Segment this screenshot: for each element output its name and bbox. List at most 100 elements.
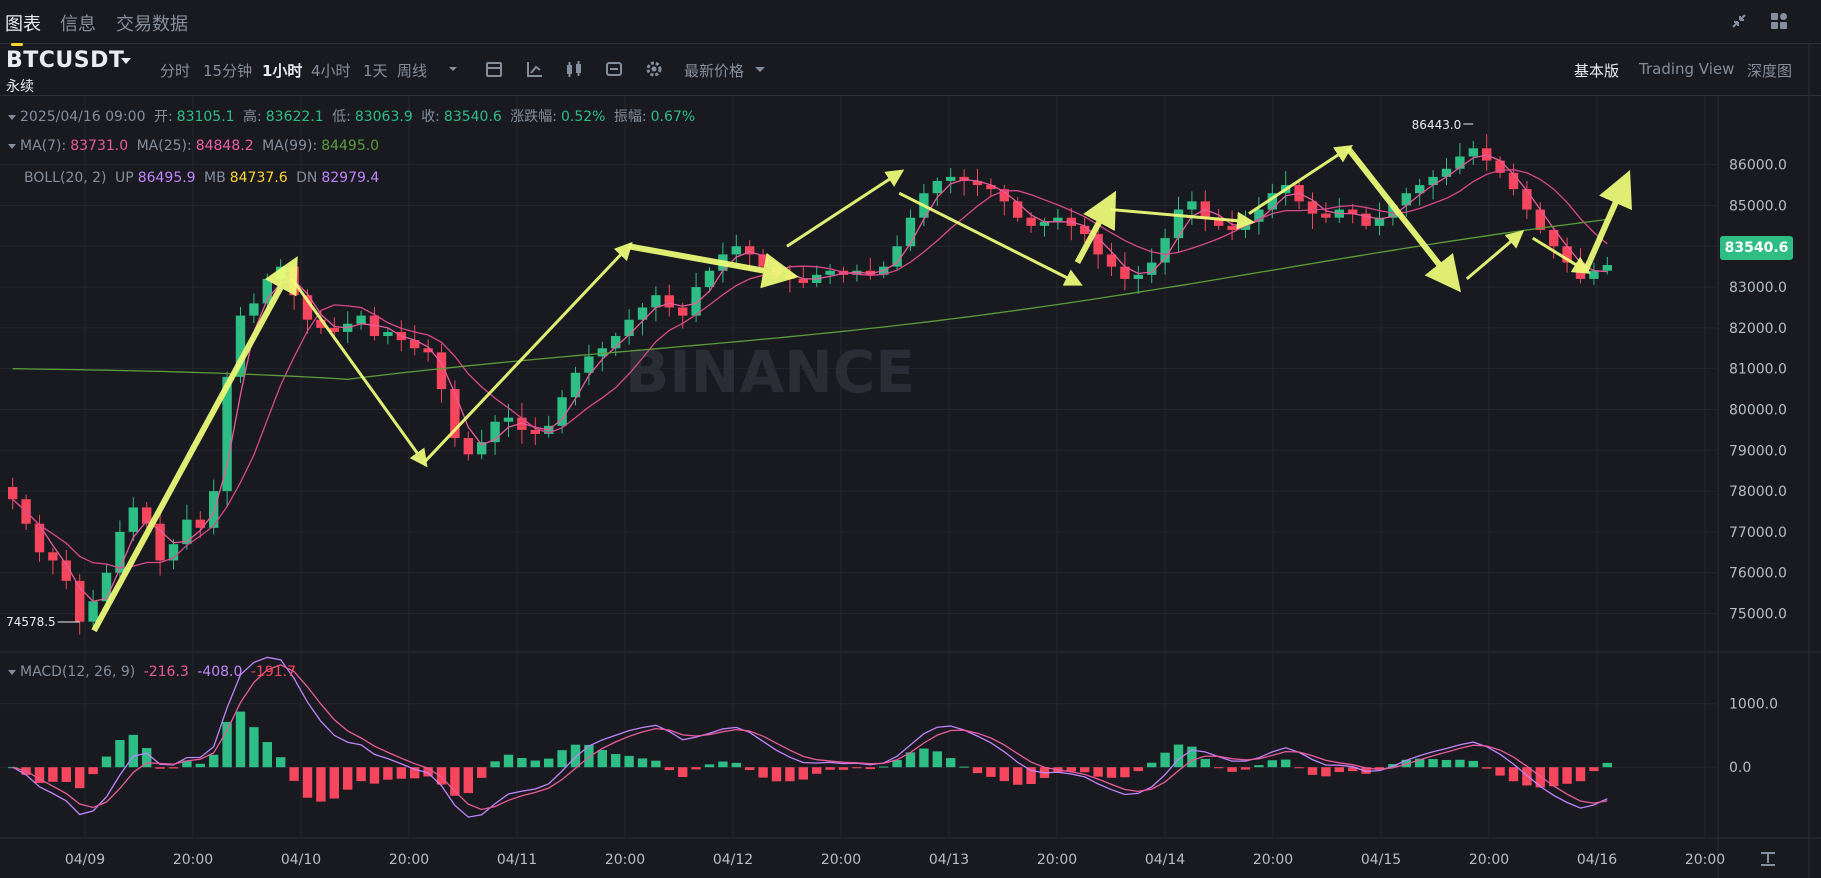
candle-up [946, 176, 956, 181]
macd-bar-up [209, 754, 219, 768]
annotation-arrow [1248, 145, 1354, 215]
timeframe-4h[interactable]: 4小时 [311, 62, 351, 80]
macd-bar-down [1227, 767, 1237, 772]
candle-down [999, 189, 1009, 202]
macd-bar-down [1013, 767, 1023, 785]
macd-bar-up [704, 764, 715, 768]
time-tick-label: 04/12 [713, 852, 753, 868]
price-tick-label: 80000.0 [1729, 402, 1787, 418]
macd-bar-up [1468, 760, 1478, 768]
macd-bar-up [959, 766, 969, 768]
high-label: 高: [243, 109, 262, 125]
candle-up [503, 417, 514, 422]
macd-bar-up [1147, 762, 1157, 768]
price-tick-label: 76000.0 [1729, 566, 1787, 582]
candle-down [410, 340, 420, 349]
macd-bar-up [530, 760, 540, 768]
ma25-line [12, 169, 1608, 569]
macd-bar-up [597, 749, 607, 768]
macd-bar-down [329, 767, 339, 799]
macd-bar-down [1080, 767, 1090, 773]
view-tradingview[interactable]: Trading View [1639, 60, 1735, 78]
indicators-icon[interactable] [603, 58, 625, 80]
candle-type-icon[interactable] [563, 58, 585, 80]
time-tick-label: 20:00 [1037, 852, 1077, 868]
macd-bar-down [972, 767, 983, 774]
candle-up [691, 287, 701, 316]
macd-bar-down [343, 767, 353, 790]
timeframe-1h[interactable]: 1小时 [262, 62, 303, 80]
macd-collapse-icon[interactable] [8, 669, 16, 675]
macd-bar-down [1120, 767, 1130, 778]
macd-bar-up [946, 758, 956, 768]
macd-bar-down [1522, 767, 1532, 786]
macd-bar-up [570, 744, 581, 768]
annotation-arrow [786, 169, 905, 248]
macd-bar-up [1267, 760, 1277, 768]
candle-down [959, 176, 969, 181]
candle-up [249, 303, 259, 316]
timeframe-1w[interactable]: 周线 [397, 62, 428, 80]
timeframe-line[interactable]: 分时 [160, 62, 191, 80]
symbol-dropdown-icon[interactable] [121, 58, 131, 64]
tab-info[interactable]: 信息 [60, 14, 96, 35]
macd-bar-down [1093, 767, 1103, 777]
boll-up-value: 86495.9 [137, 170, 196, 186]
macd-bar-up [115, 740, 125, 768]
time-tick-label: 20:00 [605, 852, 645, 868]
macd-bar-up [919, 748, 929, 768]
candle-up [1173, 209, 1184, 239]
macd-bar-up [195, 763, 205, 768]
macd-bar-down [396, 767, 406, 779]
macd-bar-up [503, 754, 514, 768]
price-tick-label: 79000.0 [1729, 443, 1787, 459]
ohlc-collapse-icon[interactable] [8, 114, 16, 120]
macd-dea-line [12, 664, 1608, 811]
settings-gear-icon[interactable] [643, 58, 665, 80]
macd-bar-down [812, 767, 822, 774]
candle-down [1535, 209, 1545, 230]
macd-label: MACD(12, 26, 9) [20, 664, 136, 680]
price-type-caret-icon[interactable] [749, 58, 771, 80]
view-basic[interactable]: 基本版 [1574, 62, 1620, 80]
calendar-icon[interactable] [483, 58, 505, 80]
candle-up [1589, 270, 1599, 279]
high-value: 83622.1 [265, 109, 324, 125]
view-depth[interactable]: 深度图 [1747, 62, 1793, 80]
macd-bar-down [302, 767, 313, 798]
candle-up [1441, 168, 1452, 177]
macd-bar-up [1415, 758, 1425, 768]
macd-bar-up [1281, 759, 1291, 768]
candle-up [597, 348, 607, 357]
time-tick-label: 04/10 [281, 852, 321, 868]
collapse-icon[interactable] [1728, 10, 1750, 32]
macd-bar-up [182, 760, 192, 768]
macd-bar-up [490, 761, 500, 768]
macd-tick-label: 0.0 [1729, 760, 1751, 776]
macd-bar-down [1026, 767, 1036, 784]
time-tick-label: 04/15 [1361, 852, 1401, 868]
layout-grid-icon[interactable] [1768, 10, 1790, 32]
macd-bar-up [1187, 746, 1197, 768]
macd-bar-down [1374, 767, 1385, 770]
ohlc-date: 2025/04/16 09:00 [20, 109, 146, 125]
ma-collapse-icon[interactable] [8, 143, 16, 149]
symbol-name[interactable]: BTCUSDT [6, 48, 125, 73]
timeframe-1d[interactable]: 1天 [363, 62, 388, 80]
tab-chart[interactable]: 图表 [5, 10, 41, 46]
candle-up [1053, 217, 1063, 222]
tab-trading-data[interactable]: 交易数据 [116, 14, 188, 35]
macd-bar-down [369, 767, 380, 784]
timeframe-15m[interactable]: 15分钟 [203, 62, 253, 80]
macd-bar-down [1321, 767, 1331, 777]
more-timeframes-icon[interactable] [442, 58, 464, 80]
price-type-select[interactable]: 最新价格 [684, 62, 745, 80]
draw-tools-icon[interactable] [524, 58, 546, 80]
macd-bar-up [262, 742, 272, 768]
candle-up [222, 376, 232, 492]
candle-up [356, 315, 366, 324]
boll-dn-value: 82979.4 [321, 170, 380, 186]
ma25-label: MA(25): [136, 138, 192, 154]
boll-mb-label: MB [204, 170, 226, 186]
